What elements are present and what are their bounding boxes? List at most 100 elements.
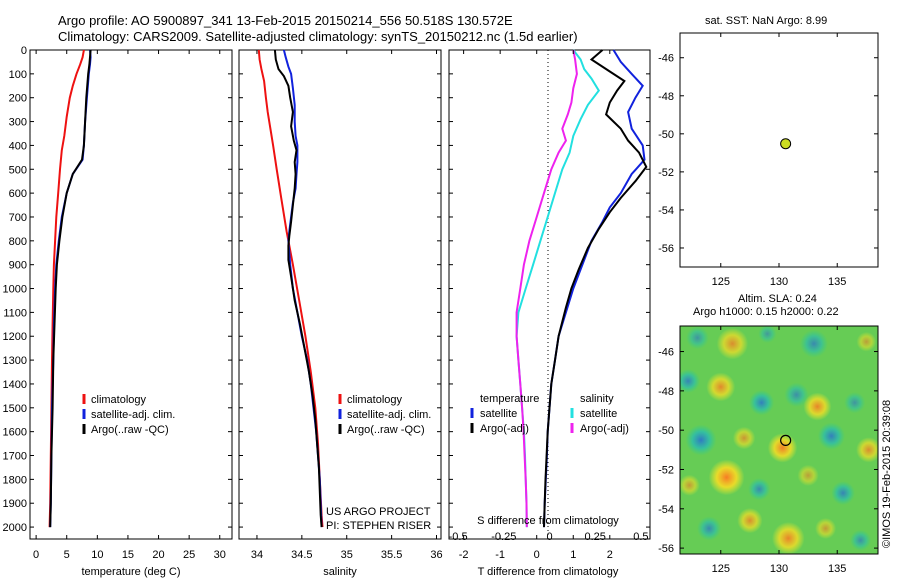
sst_map-xtick-label: 130 [770,276,788,288]
sla-anomaly-blob [815,517,837,539]
difference-legend-heading: temperature [480,393,539,405]
depth-tick-label: 1100 [3,307,27,319]
sla-anomaly-blob [748,477,771,501]
difference-xtick-label: -1 [495,549,505,561]
depth-tick-label: 1800 [3,474,27,486]
depth-tick-label: 1500 [3,403,27,415]
sla-anomaly-blob [817,422,846,450]
sla_map-ytick-label: -46 [658,347,674,359]
sla-anomaly-blob [708,459,745,496]
salinity-axes-box [238,49,442,540]
t-difference-label: T difference from climatology [478,566,619,578]
sla-anomaly-blob [772,521,805,554]
temperature-legend-label: climatology [91,394,147,406]
s-tick-label: 0 [546,531,552,543]
depth-tick-label: 1300 [3,355,27,367]
temperature-panel: 0 5 10 15 20 25 300100200300400500600700800900… [3,45,233,578]
salinity-xtick-label: 36 [430,549,442,561]
depth-tick-label: 600 [9,188,27,200]
difference-legend-label: satellite [580,408,617,420]
sla-anomaly-blob [680,369,701,393]
sla-anomaly-blob [686,326,709,350]
difference-series-salinity-argo-adj- [515,49,578,528]
sla-map-panel: 125 130 135 -46 -48 -50 -52 -54 -56 [658,325,879,575]
sst_map-ytick-label: -52 [658,167,674,179]
profile-title: Argo profile: AO 5900897_341 13-Feb-2015… [58,13,513,28]
salinity-legend-label: satellite-adj. clim. [347,409,431,421]
depth-tick-label: 2000 [3,522,27,534]
temperature-axes-box [29,49,233,540]
sla_map-ytick-label: -54 [658,504,674,516]
sla_map-xtick-label: 125 [712,563,730,575]
depth-tick-label: 1700 [3,451,27,463]
sla-anomaly-blob [748,390,775,416]
sst_map-xtick-label: 125 [712,276,730,288]
sla-float-marker [780,434,792,446]
sst_map-ytick-label: -54 [658,205,674,217]
salinity-xtick-label: 34.5 [291,549,312,561]
depth-tick-label: 1600 [3,427,27,439]
salinity-xtick-label: 35 [341,549,353,561]
difference-panel: -2 -1 0 1 2 -0.5 -0.25 0 0.25 0.5 temperature satel… [448,49,651,578]
sla-anomaly-blob [856,437,878,463]
difference-xtick-label: 2 [607,549,613,561]
sla-anomaly-blob [697,516,722,541]
temperature-xtick-label: 0 [33,549,39,561]
s-tick-label: -0.5 [449,531,468,543]
s-tick-label: 0.25 [584,531,605,543]
depth-tick-label: 1900 [3,498,27,510]
us-argo-label: US ARGO PROJECT [326,506,431,518]
difference-xtick-label: -2 [459,549,469,561]
sst-map-panel: 125 130 135 -46 -48 -50 -52 -54 -56 [658,32,879,288]
salinity-panel: 34 34.5 35 35.5 36 climatology satellite-adj. … [238,49,443,578]
sla-anomaly-blob [784,382,809,407]
sla-anomaly-blob [850,529,872,551]
difference-axes-box [448,49,651,540]
temperature-xtick-label: 20 [152,549,164,561]
difference-legend-label: Argo(-adj) [580,423,629,435]
salinity-legend-label: Argo(..raw -QC) [347,424,425,436]
sla_map-ytick-label: -50 [658,425,674,437]
sla-anomaly-blob [737,507,763,534]
imos-timestamp: ©IMOS 19-Feb-2015 20:39:08 [881,400,893,548]
temperature-xtick-label: 5 [64,549,70,561]
temperature-xtick-label: 30 [214,549,226,561]
sla-anomaly-blob [797,464,819,486]
depth-tick-label: 500 [9,164,27,176]
sla-anomaly-blob [831,481,855,505]
depth-tick-label: 300 [9,117,27,129]
salinity-xlabel: salinity [323,566,357,578]
difference-legend-label: Argo(-adj) [480,423,529,435]
sla_map-ytick-label: -52 [658,464,674,476]
temperature-series-argo-raw-qc- [49,49,92,528]
sla-anomaly-blob [685,424,717,456]
depth-tick-label: 100 [9,69,27,81]
temperature-xtick-label: 10 [91,549,103,561]
sst_map-ytick-label: -56 [658,243,674,255]
sst_map-ytick-label: -50 [658,129,674,141]
depth-tick-label: 1000 [3,284,27,296]
sla-anomaly-blob [732,426,756,450]
sla-anomaly-blob [758,326,777,343]
depth-tick-label: 200 [9,93,27,105]
temperature-legend-label: Argo(..raw -QC) [91,424,169,436]
temperature-xtick-label: 25 [183,549,195,561]
sla-anomaly-blob [856,331,877,352]
sla-anomaly-blob [799,329,828,358]
s-difference-label: S difference from climatology [477,515,619,527]
sla-map-title-1: Altim. SLA: 0.24 [738,293,817,305]
salinity-series-argo-raw-qc- [273,49,323,528]
depth-tick-label: 700 [9,212,27,224]
sla_map-xtick-label: 130 [770,563,788,575]
pi-label: PI: STEPHEN RISER [326,520,431,532]
sla_map-ytick-label: -48 [658,386,674,398]
sst_map-ytick-label: -48 [658,91,674,103]
sst-axes-box [679,32,879,268]
sla-anomaly-blob [767,433,798,463]
difference-legend-heading: salinity [580,393,614,405]
difference-series-temperature-argo-adj- [543,49,648,528]
depth-tick-label: 1200 [3,331,27,343]
sst_map-xtick-label: 135 [828,276,846,288]
sla-anomaly-blob [706,372,736,402]
